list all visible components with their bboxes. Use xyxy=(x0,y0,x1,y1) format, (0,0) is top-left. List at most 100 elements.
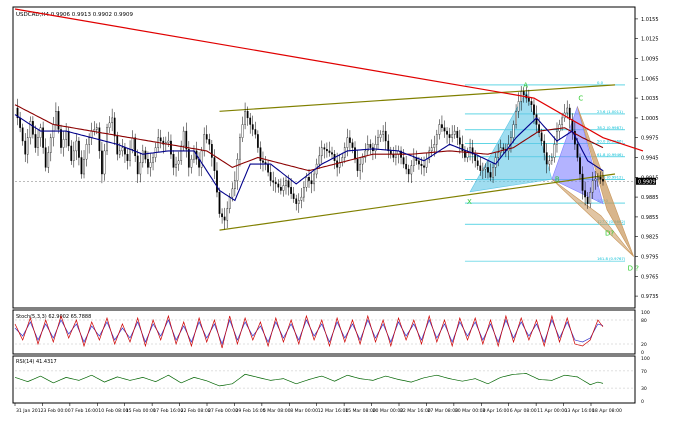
candle-body xyxy=(39,127,42,138)
candle-body xyxy=(435,134,438,145)
candle-body xyxy=(599,177,602,180)
candle-body xyxy=(540,132,543,142)
candle-body xyxy=(136,155,139,175)
candle-body xyxy=(274,182,277,185)
candle-body xyxy=(200,150,203,168)
candle-body xyxy=(111,117,114,124)
candle-body xyxy=(441,124,443,128)
candle-body xyxy=(581,173,584,191)
candle-body xyxy=(566,107,569,114)
candle-body xyxy=(124,147,126,155)
candle-body xyxy=(70,145,73,161)
candle-body xyxy=(443,127,446,132)
candle-body xyxy=(57,111,60,130)
candle-body xyxy=(85,144,88,160)
pattern-point-x-label: X xyxy=(467,198,472,206)
candle-body xyxy=(223,216,226,221)
candle-body xyxy=(313,173,315,185)
fib-level-label: 50.0 (0.9966) xyxy=(597,139,623,144)
rsi-axis-label: 30 xyxy=(641,386,647,392)
candle-body xyxy=(162,140,165,145)
candle-body xyxy=(553,144,556,158)
candle-body xyxy=(456,130,459,138)
candle-body xyxy=(418,160,420,165)
candle-body xyxy=(405,163,408,170)
candle-body xyxy=(481,168,484,171)
current-price-label: 0.9909 xyxy=(638,179,656,185)
candle-body xyxy=(16,107,19,119)
fib-level-label: 61.8 (0.9946) xyxy=(597,152,623,157)
candle-body xyxy=(67,130,70,147)
fast-moving-average-line xyxy=(14,114,604,202)
candle-body xyxy=(272,180,275,183)
candle-body xyxy=(497,152,500,158)
candle-body xyxy=(292,193,295,199)
candle-body xyxy=(318,155,321,165)
time-axis-label: 22 Feb 08:00 xyxy=(181,408,211,414)
candle-body xyxy=(121,147,124,152)
candle-body xyxy=(364,150,367,158)
candle-body xyxy=(308,177,310,181)
candle-body xyxy=(167,140,170,143)
candle-body xyxy=(49,137,52,153)
price-axis-label: 0.9975 xyxy=(641,136,659,142)
current-price-marker xyxy=(636,177,656,185)
candle-body xyxy=(548,160,551,165)
time-axis-label: 10 Feb 08:00 xyxy=(98,408,128,414)
candle-body xyxy=(29,121,32,138)
candle-body xyxy=(451,134,454,138)
candle-body xyxy=(190,158,193,168)
time-axis-label: 27 Feb 00:00 xyxy=(208,408,238,414)
candle-body xyxy=(428,150,431,160)
candle-body xyxy=(149,162,152,168)
candle-body xyxy=(231,188,234,198)
candle-body xyxy=(106,127,108,152)
candle-body xyxy=(576,144,579,158)
candle-body xyxy=(172,154,175,168)
candle-body xyxy=(487,167,489,173)
candle-body xyxy=(144,150,147,160)
candle-body xyxy=(280,187,282,191)
fib-level-label: 38.2 (0.9987) xyxy=(597,125,623,130)
fib-level-label: 161.8 (0.9767) xyxy=(597,256,626,261)
candle-body xyxy=(259,147,262,161)
candle-body xyxy=(159,137,162,142)
price-axis-label: 0.9735 xyxy=(641,294,659,300)
time-axis-label: 17 Feb 16:00 xyxy=(153,408,183,414)
price-axis-label: 1.0005 xyxy=(641,116,659,122)
candle-body xyxy=(72,150,75,161)
candle-body xyxy=(492,167,494,178)
candle-body xyxy=(34,134,37,148)
candle-body xyxy=(236,158,239,181)
price-axis-label: 0.9795 xyxy=(641,255,659,261)
candle-body xyxy=(170,140,172,155)
candle-body xyxy=(118,150,121,155)
channel-lower-line xyxy=(219,173,616,231)
candle-body xyxy=(369,144,372,148)
candle-body xyxy=(83,158,85,175)
candle-body xyxy=(494,157,497,168)
candle-body xyxy=(141,150,144,163)
price-axis-label: 1.0125 xyxy=(641,37,659,43)
time-axis-label: 3 Apr 16:00 xyxy=(482,408,509,414)
candle-body xyxy=(249,117,252,125)
candle-body xyxy=(589,191,592,204)
symbol-header: USDCAD,H4 0.9906 0.9913 0.9902 0.9909 xyxy=(16,12,133,18)
price-axis-label: 0.9855 xyxy=(641,215,659,221)
candle-body xyxy=(512,124,515,138)
candle-body xyxy=(359,163,362,171)
candle-body xyxy=(349,137,351,143)
candle-body xyxy=(139,162,142,175)
candle-body xyxy=(517,101,520,112)
stoch-signal-line xyxy=(14,318,604,346)
candle-body xyxy=(290,187,292,194)
candle-body xyxy=(19,117,21,128)
resistance-trend-line xyxy=(14,8,644,152)
candle-body xyxy=(515,111,517,125)
candle-body xyxy=(287,180,290,188)
candle-body xyxy=(326,149,328,152)
candle-body xyxy=(423,165,425,168)
price-axis-label: 0.9885 xyxy=(641,195,659,201)
candle-body xyxy=(44,147,47,168)
